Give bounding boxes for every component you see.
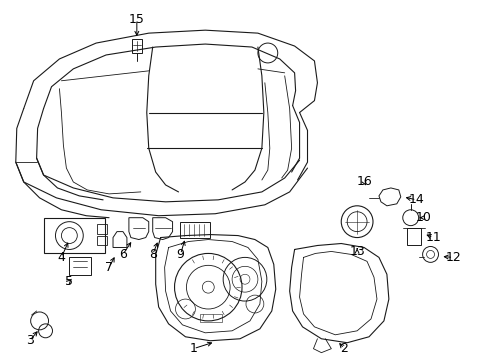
- Bar: [132, 39, 142, 53]
- Text: 5: 5: [65, 275, 73, 288]
- Text: 2: 2: [340, 342, 347, 355]
- Text: 14: 14: [408, 193, 424, 206]
- Text: 6: 6: [119, 248, 126, 261]
- Bar: [406, 228, 420, 246]
- Text: 12: 12: [445, 251, 460, 264]
- Text: 9: 9: [176, 248, 184, 261]
- Bar: [69, 257, 91, 275]
- Text: 15: 15: [129, 13, 144, 26]
- Text: 13: 13: [348, 245, 364, 258]
- Text: 11: 11: [425, 231, 441, 244]
- Text: 4: 4: [58, 251, 65, 264]
- Bar: [97, 224, 107, 234]
- Bar: [200, 314, 222, 322]
- Text: 1: 1: [189, 342, 197, 355]
- Bar: [180, 222, 210, 238]
- Text: 16: 16: [355, 175, 371, 189]
- Text: 10: 10: [415, 211, 431, 224]
- Bar: [43, 218, 105, 253]
- Text: 3: 3: [26, 334, 34, 347]
- Text: 8: 8: [148, 248, 156, 261]
- Text: 7: 7: [105, 261, 113, 274]
- Bar: [97, 235, 107, 246]
